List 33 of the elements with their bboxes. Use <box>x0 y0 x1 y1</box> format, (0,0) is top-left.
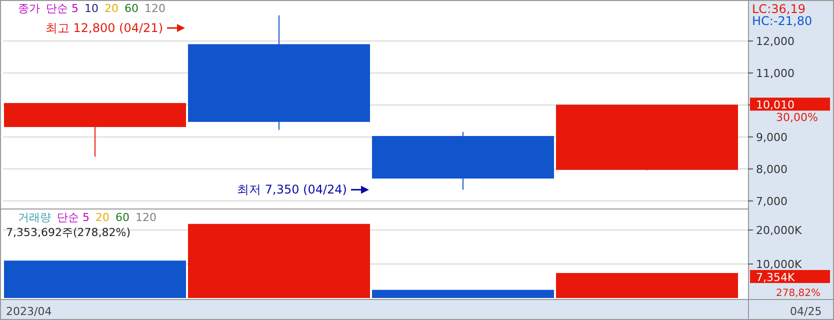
text: 30,00% <box>776 111 818 124</box>
annotation: 7,353,692주(278,82%) <box>6 226 131 239</box>
annotation: 20 <box>104 2 118 15</box>
bar <box>188 224 370 298</box>
annotation: 120 <box>136 211 156 224</box>
annotation: 단순 5 <box>46 2 78 15</box>
y-tick-label: 11,000 <box>756 66 794 80</box>
text: LC:36,19 <box>752 2 806 16</box>
bar <box>372 290 554 298</box>
y-tick-label: 20,000K <box>756 224 802 238</box>
text: 2023/04 <box>6 305 52 318</box>
y-tick-label: 10,000K <box>756 258 802 272</box>
annotation: 120 <box>144 2 166 15</box>
text: 04/25 <box>790 305 822 318</box>
text: 278,82% <box>776 288 820 299</box>
annotation: 10 <box>84 2 98 15</box>
text: 10,010 <box>756 98 794 112</box>
text: HC:-21,80 <box>752 14 812 28</box>
annotation: 거래량 <box>18 211 51 224</box>
annotation: 단순 5 <box>57 211 90 224</box>
y-tick-label: 12,000 <box>756 34 794 48</box>
y-tick-label: 8,000 <box>756 162 788 176</box>
annotation: 60 <box>116 211 130 224</box>
bar <box>556 273 738 298</box>
annotation: 최저 7,350 (04/24) <box>237 182 347 197</box>
annotation: 종가 <box>18 2 40 15</box>
annotation: 20 <box>96 211 110 224</box>
text: 7,354K <box>756 271 796 284</box>
annotation: 최고 12,800 (04/21) <box>45 21 163 35</box>
annotation: 60 <box>124 2 138 15</box>
y-tick-label: 7,000 <box>756 194 788 208</box>
bar <box>4 260 186 298</box>
y-tick-label: 9,000 <box>756 130 788 144</box>
